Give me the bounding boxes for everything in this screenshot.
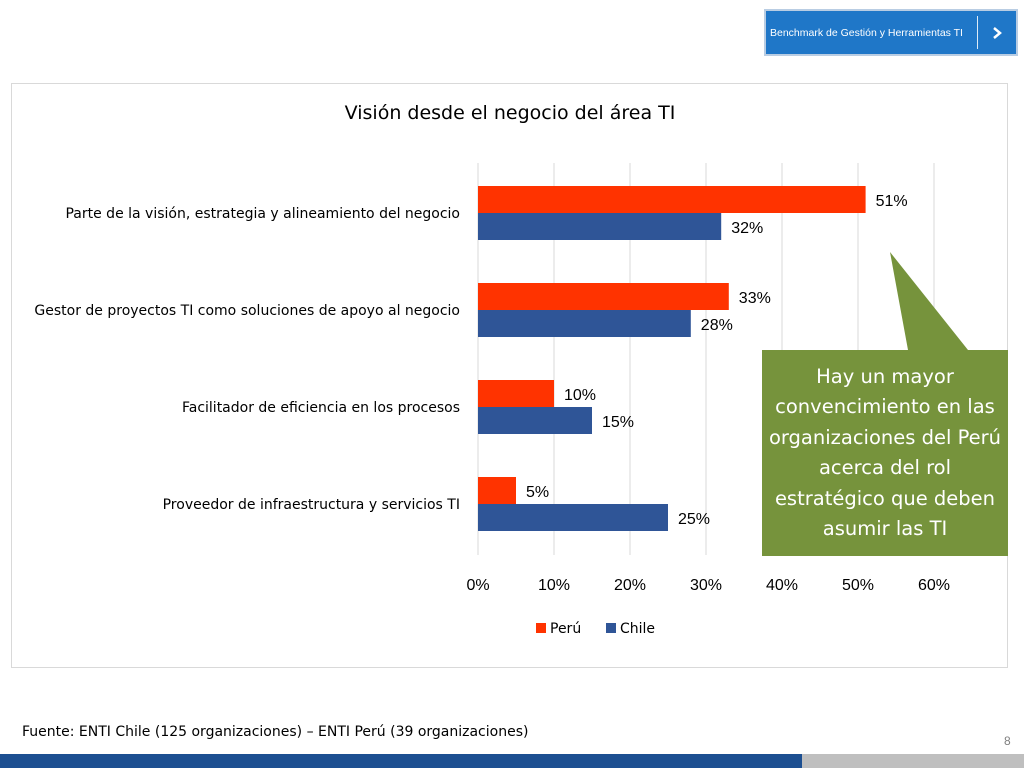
value-label: 10% (564, 387, 596, 404)
value-label: 15% (602, 414, 634, 431)
bar-peru (478, 186, 866, 213)
bar-peru (478, 477, 516, 504)
value-label: 51% (876, 193, 908, 210)
category-label: Proveedor de infraestructura y servicios… (163, 497, 460, 513)
benchmark-nav-label: Benchmark de Gestión y Herramientas TI (770, 26, 963, 39)
category-label: Facilitador de eficiencia en los proceso… (182, 400, 460, 416)
value-label: 28% (701, 317, 733, 334)
bar-chile (478, 213, 722, 240)
category-label: Parte de la visión, estrategia y alineam… (65, 206, 460, 222)
bar-chile (478, 504, 668, 531)
nav-separator (977, 16, 978, 49)
value-label: 25% (678, 511, 710, 528)
x-tick-label: 0% (466, 577, 489, 594)
value-label: 33% (739, 290, 771, 307)
chart-title: Visión desde el negocio del área TI (345, 102, 676, 124)
x-tick-label: 20% (614, 577, 646, 594)
value-label: 5% (526, 484, 549, 501)
footer-bar-blue (0, 754, 802, 768)
chevron-right-icon (978, 11, 1016, 54)
chart-bars (478, 186, 866, 531)
page-number: 8 (1004, 734, 1011, 748)
bar-peru (478, 380, 554, 407)
category-label: Gestor de proyectos TI como soluciones d… (34, 303, 460, 319)
x-tick-label: 10% (538, 577, 570, 594)
legend-swatch (606, 623, 616, 633)
value-labels: 51% 32% 33% 28% 10% 15% 5% 25% (526, 193, 908, 528)
chart-legend: Perú Chile (536, 621, 655, 637)
x-tick-label: 50% (842, 577, 874, 594)
x-tick-label: 60% (918, 577, 950, 594)
legend-label: Chile (620, 621, 655, 637)
bar-peru (478, 283, 729, 310)
x-tick-label: 30% (690, 577, 722, 594)
bar-chile (478, 407, 592, 434)
x-tick-label: 40% (766, 577, 798, 594)
benchmark-nav-button[interactable]: Benchmark de Gestión y Herramientas TI (764, 9, 1018, 56)
source-footnote: Fuente: ENTI Chile (125 organizaciones) … (22, 724, 529, 740)
footer-bar-gray (802, 754, 1024, 768)
legend-label: Perú (550, 621, 581, 637)
bar-chile (478, 310, 691, 337)
legend-swatch (536, 623, 546, 633)
callout-box (762, 252, 1008, 556)
category-labels: Parte de la visión, estrategia y alineam… (34, 206, 460, 513)
callout-text: Hay un mayor convencimiento en las organ… (768, 364, 1002, 541)
x-axis-ticks: 0% 10% 20% 30% 40% 50% 60% (466, 577, 950, 594)
value-label: 32% (731, 220, 763, 237)
